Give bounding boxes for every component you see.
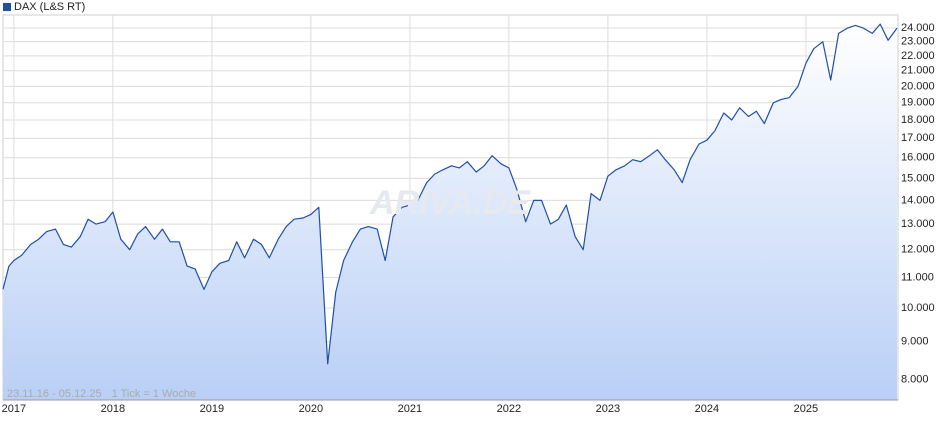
y-tick-label: 12.000 (901, 244, 935, 256)
x-tick-label: 2024 (695, 403, 719, 415)
y-tick-label: 9.000 (901, 336, 929, 348)
x-tick-label: 2020 (299, 403, 323, 415)
y-tick-label: 19.000 (901, 97, 935, 109)
watermark: ARIVA.DE (369, 184, 531, 222)
x-tick-label: 2017 (2, 403, 26, 415)
area (3, 24, 897, 400)
y-tick-label: 22.000 (901, 50, 935, 62)
y-tick-label: 8.000 (901, 373, 929, 385)
y-tick-label: 14.000 (901, 194, 935, 206)
y-tick-label: 13.000 (901, 218, 935, 230)
legend-swatch (3, 3, 11, 11)
x-tick-label: 2025 (794, 403, 818, 415)
y-tick-label: 16.000 (901, 152, 935, 164)
subtitle: 23.11.16 - 05.12.25 (7, 388, 102, 400)
y-tick-label: 17.000 (901, 132, 935, 144)
x-tick-label: 2019 (200, 403, 224, 415)
y-tick-label: 24.000 (901, 22, 935, 34)
x-tick-label: 2018 (101, 403, 125, 415)
x-tick-label: 2022 (497, 403, 521, 415)
y-tick-label: 15.000 (901, 172, 935, 184)
legend-label: DAX (L&S RT) (14, 1, 85, 13)
y-tick-label: 23.000 (901, 36, 935, 48)
y-tick-label: 10.000 (901, 302, 935, 314)
y-tick-label: 21.000 (901, 65, 935, 77)
x-tick-label: 2023 (596, 403, 620, 415)
x-tick-label: 2021 (398, 403, 422, 415)
y-tick-label: 20.000 (901, 80, 935, 92)
note: 1 Tick = 1 Woche (112, 388, 196, 400)
y-tick-label: 18.000 (901, 114, 935, 126)
y-tick-label: 11.000 (901, 271, 934, 283)
line (2, 23, 898, 365)
